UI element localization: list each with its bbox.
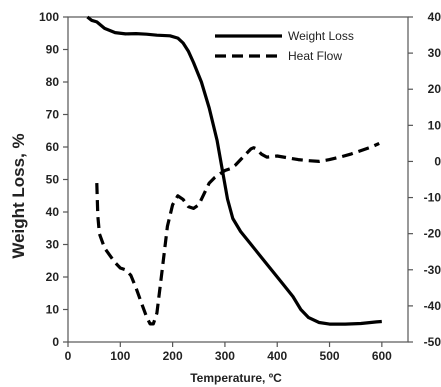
y2-tick-label: 30 [428, 46, 441, 60]
y2-tick-label: 20 [428, 82, 441, 96]
legend: Weight Loss Heat Flow [215, 29, 354, 63]
y2-tick-label: -50 [424, 335, 441, 349]
right-y-axis: -50 -40 -30 -20 -10 0 10 20 30 40 [408, 10, 441, 349]
y-tick-label: 70 [46, 108, 60, 122]
series-layer [86, 15, 382, 326]
x-tick-label: 0 [65, 349, 72, 363]
y2-tick-label: -30 [424, 263, 441, 277]
y-tick-label: 20 [46, 270, 60, 284]
y-axis-title: Weight Loss, % [9, 133, 28, 258]
left-y-axis: 0 10 20 30 40 50 60 70 80 90 100 [39, 10, 68, 349]
y2-tick-label: -10 [424, 191, 441, 205]
y-tick-label: 60 [46, 140, 60, 154]
y2-tick-label: 10 [428, 118, 441, 132]
y-tick-label: 0 [52, 335, 59, 349]
x-tick-label: 300 [215, 349, 235, 363]
legend-label: Heat Flow [288, 49, 342, 63]
y-tick-label: 10 [46, 303, 60, 317]
y-tick-label: 80 [46, 75, 60, 89]
y2-tick-label: 0 [434, 154, 441, 168]
y-tick-label: 100 [39, 10, 59, 24]
x-tick-label: 600 [372, 349, 392, 363]
plot-border [67, 16, 409, 343]
y-tick-label: 40 [46, 205, 60, 219]
series-line-weight-loss [86, 15, 382, 326]
x-axis-title: Temperature, ºC [190, 371, 282, 385]
plot-area [67, 16, 409, 343]
legend-label: Weight Loss [288, 29, 354, 43]
x-tick-label: 400 [267, 349, 287, 363]
series-line-heat-flow [95, 141, 380, 326]
x-tick-label: 200 [163, 349, 183, 363]
y2-tick-label: -40 [424, 299, 441, 313]
y2-tick-label: 40 [428, 10, 441, 24]
x-axis: 0 100 200 300 400 500 600 [65, 342, 392, 363]
x-tick-label: 500 [320, 349, 340, 363]
x-tick-label: 100 [110, 349, 130, 363]
y2-tick-label: -20 [424, 227, 441, 241]
y-tick-label: 90 [46, 43, 60, 57]
y-tick-label: 50 [46, 173, 60, 187]
y-tick-label: 30 [46, 238, 60, 252]
